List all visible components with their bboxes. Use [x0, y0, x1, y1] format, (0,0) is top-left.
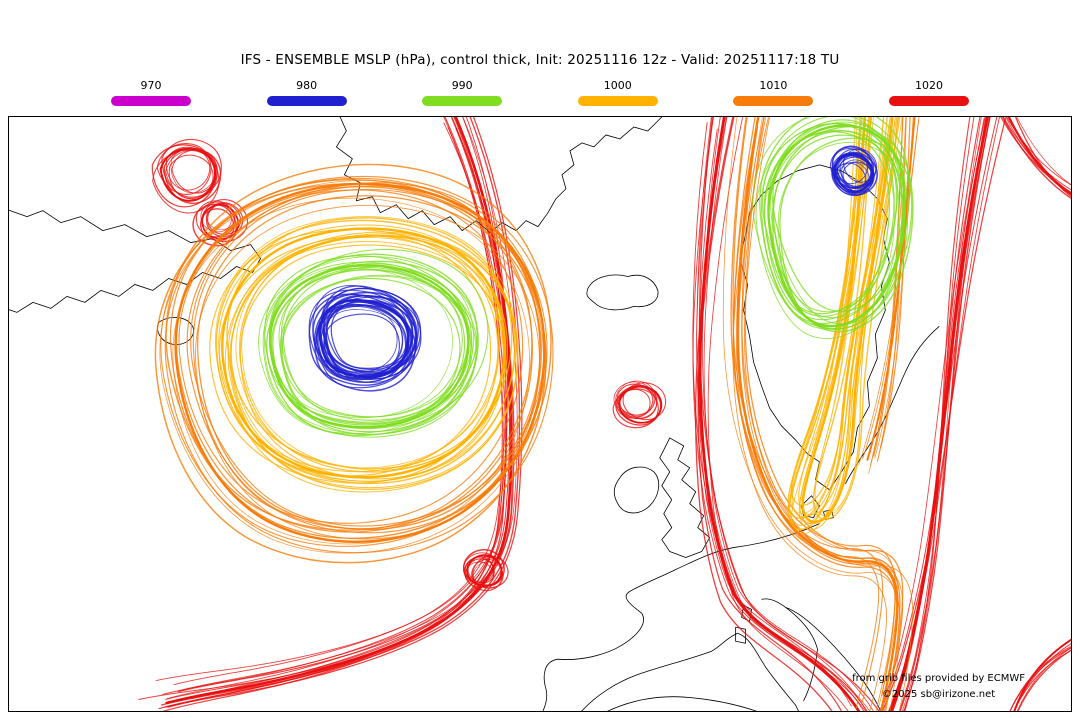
credits: from grib files provided by ECMWF ©2025 …	[852, 671, 1025, 702]
contour-1000-europe-hairpin	[801, 117, 894, 524]
legend-color-bar-1020	[888, 96, 969, 106]
weather-map-canvas	[9, 117, 1071, 711]
credit-provider: from grib files provided by ECMWF	[852, 673, 1025, 684]
contour-1010-scandinavia-east-strand	[866, 117, 916, 461]
legend-item-980: 980	[266, 79, 348, 106]
coastline-greenland	[335, 117, 663, 234]
contour-1020-mid-atlantic-eddy	[466, 554, 503, 587]
legend-item-1000: 1000	[577, 79, 659, 106]
chart-title: IFS - ENSEMBLE MSLP (hPa), control thick…	[240, 52, 840, 68]
legend-level-label: 990	[451, 79, 473, 92]
legend-level-label: 980	[296, 79, 318, 92]
legend-level-label: 970	[140, 79, 162, 92]
credit-copyright: ©2025 sb@irizone.net	[881, 688, 996, 700]
legend-item-1010: 1010	[732, 79, 814, 106]
legend-level-label: 1020	[914, 79, 943, 92]
legend-color-bar-980	[266, 96, 347, 106]
coastline-north-africa	[607, 696, 757, 711]
contour-1020-top-right-corner	[1007, 117, 1071, 196]
coastline-iberia-mediterranean	[581, 632, 738, 711]
coastline-canada-labrador	[9, 209, 261, 313]
ensemble-contours	[138, 117, 1071, 711]
legend-color-bar-970	[111, 96, 191, 106]
weather-map: from grib files provided by ECMWF ©2025 …	[8, 116, 1072, 712]
coastline-adriatic-balkans	[785, 606, 881, 711]
contour-1020-west-ireland-eddy	[618, 385, 663, 424]
contour-1020-europe-east-band	[888, 117, 989, 711]
coastline-iceland	[586, 274, 659, 311]
coastline-scandinavia	[739, 164, 890, 491]
coastline-italy	[737, 598, 818, 711]
legend-level-label: 1010	[759, 79, 788, 92]
contour-1000-atlantic-ring	[221, 227, 506, 479]
contour-1020-northwest-loop-a	[159, 147, 216, 202]
coastline-ireland	[613, 466, 660, 514]
legend-level-label: 1000	[603, 79, 632, 92]
contour-980-atlantic-low-core	[318, 299, 410, 379]
contour-990-atlantic-ring	[268, 264, 470, 429]
legend: 970 980 990 1000 1010 1020	[110, 79, 970, 106]
legend-item-970: 970	[110, 79, 192, 106]
legend-color-bar-1010	[733, 96, 814, 106]
legend-color-bar-990	[422, 96, 503, 106]
legend-color-bar-1000	[577, 96, 658, 106]
coastline-great-britain	[659, 437, 711, 558]
contour-1020-europe-west-band	[698, 117, 861, 711]
legend-item-1020: 1020	[888, 79, 970, 106]
legend-item-990: 990	[421, 79, 503, 106]
contour-980-norwegian-low-core	[834, 152, 875, 193]
contour-1010-atlantic-ring	[174, 182, 546, 543]
contour-1010-europe-band	[736, 117, 899, 711]
coastline-sardinia	[735, 626, 747, 644]
contour-1020-bottom-right-corner	[1013, 638, 1071, 711]
contour-990-norwegian-sea-ring	[767, 124, 907, 328]
